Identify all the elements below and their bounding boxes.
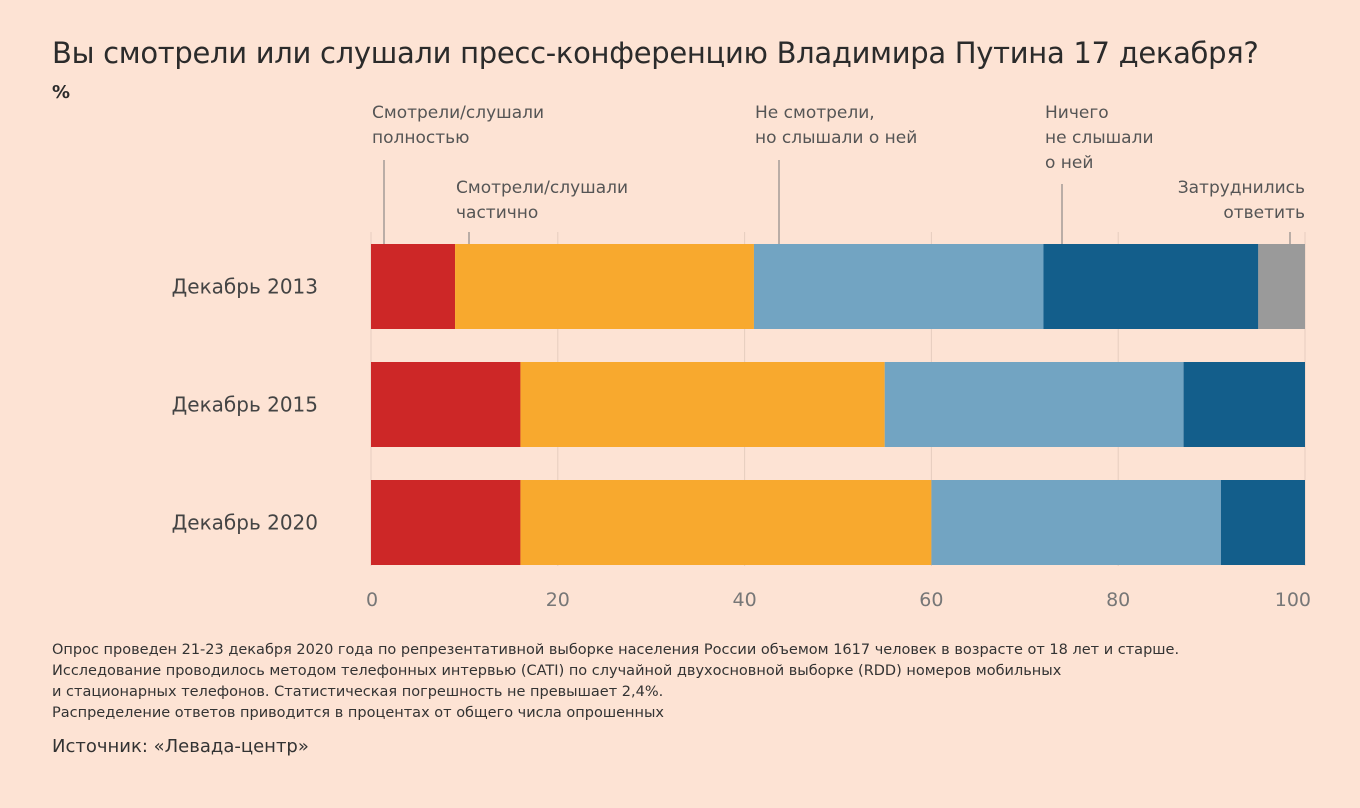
- bar-segment: [371, 244, 456, 329]
- bar-segment: [1043, 244, 1259, 329]
- row-label: Декабрь 2015: [172, 393, 318, 417]
- chart-title: Вы смотрели или слушали пресс-конференци…: [52, 36, 1259, 70]
- bar-segment: [1258, 244, 1305, 329]
- note-line: Распределение ответов приводится в проце…: [52, 705, 665, 721]
- legend-label: Ничего не слышали о ней: [1045, 103, 1154, 173]
- bar-segment: [520, 362, 885, 447]
- stacked-bar-chart: Смотрели/слушали полностью Смотрели/слушал…: [172, 103, 1311, 611]
- bar-segment: [753, 244, 1044, 329]
- bar-segment: [1183, 362, 1305, 447]
- bar-segment: [371, 362, 521, 447]
- bar-segment: [520, 480, 932, 565]
- legend-label: Смотрели/слушали полностью: [372, 103, 544, 148]
- note-line: Опрос проведен 21-23 декабря 2020 года п…: [52, 642, 1180, 658]
- bar-segment: [931, 480, 1221, 565]
- row-label: Декабрь 2020: [172, 511, 318, 535]
- tick-label: 80: [1106, 589, 1130, 611]
- legend-label: Смотрели/слушали частично: [456, 178, 628, 223]
- x-axis-ticks: 0 20 40 60 80 100: [366, 589, 1311, 611]
- bars: [371, 244, 1305, 565]
- note-line: Исследование проводилось методом телефон…: [52, 663, 1062, 679]
- legend-label: Затруднились ответить: [1178, 178, 1305, 223]
- legend-label: Не смотрели, но слышали о ней: [755, 103, 917, 148]
- unit-label: %: [52, 82, 71, 103]
- note-line: и стационарных телефонов. Статистическая…: [52, 684, 664, 700]
- tick-label: 20: [546, 589, 570, 611]
- row-label: Декабрь 2013: [172, 275, 318, 299]
- tick-label: 0: [366, 589, 378, 611]
- bar-segment: [371, 480, 521, 565]
- row-labels: Декабрь 2013 Декабрь 2015 Декабрь 2020: [172, 275, 318, 535]
- source-text: Источник: «Левада-центр»: [52, 736, 309, 757]
- bar-segment: [455, 244, 754, 329]
- tick-label: 40: [733, 589, 757, 611]
- bar-segment: [1220, 480, 1305, 565]
- survey-notes: Опрос проведен 21-23 декабря 2020 года п…: [52, 640, 1312, 724]
- tick-label: 60: [919, 589, 943, 611]
- tick-label: 100: [1275, 589, 1311, 611]
- bar-segment: [884, 362, 1184, 447]
- legend: Смотрели/слушали полностью Смотрели/слушал…: [372, 103, 1305, 244]
